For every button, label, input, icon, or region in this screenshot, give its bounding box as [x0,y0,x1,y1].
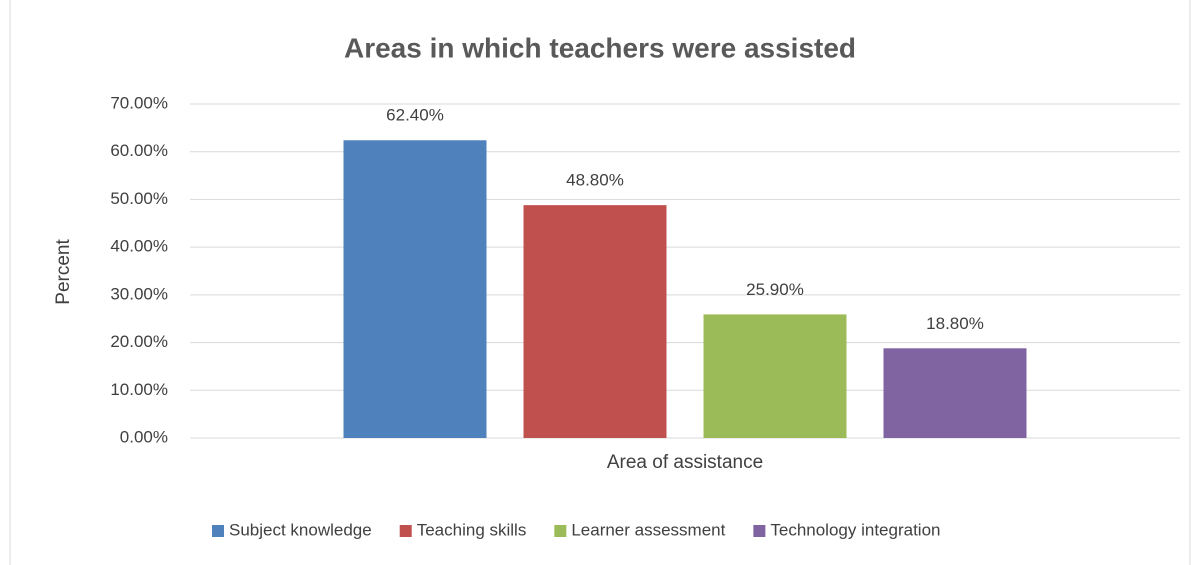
y-tick-label: 50.00% [110,189,168,208]
chart-title: Areas in which teachers were assisted [344,32,856,63]
bar [343,140,487,438]
data-label: 62.40% [386,106,444,125]
y-tick-label: 20.00% [110,332,168,351]
y-tick-label: 0.00% [120,427,168,446]
y-tick-label: 10.00% [110,380,168,399]
legend-swatch [399,525,412,537]
bar [703,314,847,438]
y-tick-label: 70.00% [110,93,168,112]
legend-swatch [554,525,567,537]
y-tick-label: 30.00% [110,284,168,303]
y-tick-label: 40.00% [110,237,168,256]
legend-label: Learner assessment [571,520,725,539]
legend-swatch [212,525,224,537]
y-axis-label: Percent [53,239,74,305]
y-tick-label: 60.00% [110,141,168,160]
legend-label: Technology integration [770,520,940,539]
legend-swatch [753,525,766,537]
data-label: 18.80% [926,314,984,333]
x-axis-label: Area of assistance [607,452,763,473]
bar [523,205,667,438]
legend-label: Teaching skills [417,520,527,539]
data-label: 48.80% [566,171,624,190]
bar [883,348,1027,438]
data-label: 25.90% [746,280,804,299]
legend-label: Subject knowledge [229,520,372,539]
